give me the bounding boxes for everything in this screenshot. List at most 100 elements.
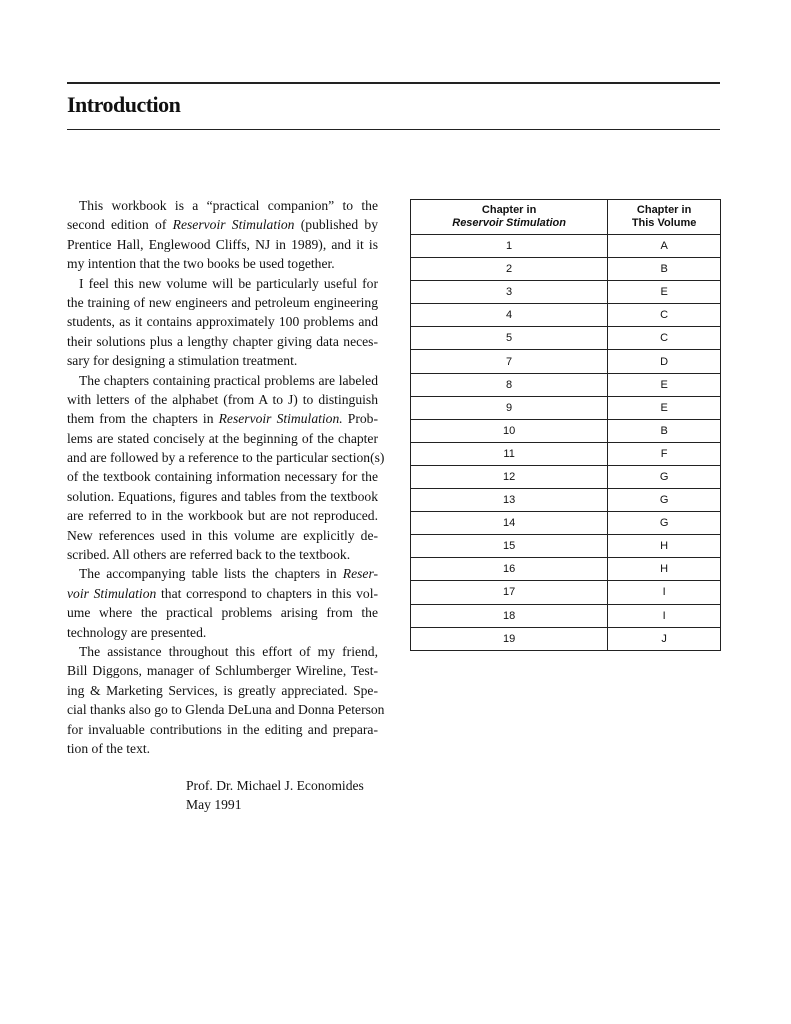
reservoir-stimulation-chapter: 4 <box>409 303 609 328</box>
chapter-correspondence-table: Chapter in Reservoir Stimulation Chapter … <box>409 199 721 651</box>
text-segment: The chapters containing practical proble… <box>79 372 378 388</box>
this-volume-chapter: H <box>607 557 721 582</box>
text-line: ing & Marketing Services, is greatly app… <box>67 681 378 700</box>
text-segment: solution. Equations, figures and tables … <box>67 488 378 504</box>
text-segment: and are followed by a reference to the p… <box>67 450 385 466</box>
text-line: cial thanks also go to Glenda DeLuna and… <box>67 700 384 719</box>
reservoir-stimulation-chapter: 17 <box>409 580 609 605</box>
text-line: their solutions plus a lengthy chapter g… <box>67 332 378 351</box>
this-volume-chapter: G <box>607 511 721 536</box>
text-segment: them from the chapters in <box>67 411 219 427</box>
text-line: New references used in this volume are e… <box>67 526 378 545</box>
table-row: 11 F <box>409 441 721 466</box>
reservoir-stimulation-chapter: 10 <box>409 418 609 443</box>
text-segment: I feel this new volume will be particula… <box>79 275 378 291</box>
text-line: students, as it contains approximately 1… <box>67 312 378 331</box>
text-line: scribed. All others are referred back to… <box>67 545 378 564</box>
text-segment: cial thanks also go to Glenda DeLuna and… <box>67 702 385 718</box>
text-line: them from the chapters in Reservoir Stim… <box>67 409 378 428</box>
text-segment: technology are presented. <box>67 624 207 640</box>
reservoir-stimulation-chapter: 9 <box>409 395 609 420</box>
header-line: Chapter in <box>636 204 692 216</box>
text-segment: The assistance throughout this effort of… <box>79 643 378 659</box>
text-line: I feel this new volume will be particula… <box>67 274 378 293</box>
italic-title: Reser- <box>342 566 378 582</box>
text-line: voir Stimulation that correspond to chap… <box>67 584 378 603</box>
text-line: lems are stated concisely at the beginni… <box>67 429 378 448</box>
text-line: ume where the practical problems arising… <box>67 603 378 622</box>
signature-date: May 1991 <box>186 797 242 813</box>
text-line: sary for designing a stimulation treatme… <box>67 351 378 370</box>
text-segment: the training of new engineers and petrol… <box>67 294 378 310</box>
text-segment: of the textbook containing information n… <box>67 469 378 485</box>
table-row: 13 G <box>409 488 721 513</box>
table-row: 15 H <box>409 534 721 559</box>
text-line: technology are presented. <box>67 623 378 642</box>
this-volume-chapter: F <box>607 441 721 466</box>
table-row: 17 I <box>409 580 721 605</box>
reservoir-stimulation-chapter: 19 <box>409 626 609 651</box>
text-line: my intention that the two books be used … <box>67 254 378 273</box>
page-title: Introduction <box>67 92 181 117</box>
table-row: 14 G <box>409 511 721 536</box>
reservoir-stimulation-chapter: 13 <box>409 488 609 513</box>
this-volume-chapter: G <box>607 488 721 513</box>
text-line: of the textbook containing information n… <box>67 467 378 486</box>
title-underline <box>67 129 720 130</box>
text-segment: Bill Diggons, manager of Schlumberger Wi… <box>67 663 378 679</box>
italic-title: Reservoir Stimulation. <box>218 411 343 427</box>
table-row: 18 I <box>409 603 721 628</box>
reservoir-stimulation-chapter: 1 <box>409 233 609 259</box>
text-segment: New references used in this volume are e… <box>67 527 378 543</box>
text-line: tion of the text. <box>67 739 378 758</box>
text-segment: are referred to in the workbook but are … <box>67 508 378 524</box>
this-volume-chapter: G <box>607 464 721 490</box>
text-line: Bill Diggons, manager of Schlumberger Wi… <box>67 661 378 680</box>
text-line: second edition of Reservoir Stimulation … <box>67 215 378 234</box>
this-volume-chapter: A <box>607 233 721 259</box>
this-volume-chapter: I <box>607 603 721 628</box>
reservoir-stimulation-chapter: 16 <box>409 557 609 582</box>
text-line: are referred to in the workbook but are … <box>67 506 378 525</box>
text-line: and are followed by a reference to the p… <box>67 448 384 467</box>
text-segment: with letters of the alphabet (from A to … <box>67 391 378 407</box>
text-line: The chapters containing practical proble… <box>67 371 378 390</box>
text-line: solution. Equations, figures and tables … <box>67 487 378 506</box>
text-line: The assistance throughout this effort of… <box>67 642 378 661</box>
this-volume-chapter: B <box>607 257 721 282</box>
italic-title: Reservoir Stimulation <box>172 217 295 233</box>
text-segment: their solutions plus a lengthy chapter g… <box>67 333 378 349</box>
reservoir-stimulation-chapter: 15 <box>409 534 609 559</box>
reservoir-stimulation-chapter: 8 <box>409 372 609 397</box>
reservoir-stimulation-chapter: 11 <box>409 441 609 466</box>
this-volume-chapter: E <box>607 372 721 397</box>
this-volume-chapter: C <box>607 303 721 328</box>
text-segment: second edition of <box>67 217 173 233</box>
text-line: The accompanying table lists the chapter… <box>67 564 378 583</box>
reservoir-stimulation-chapter: 12 <box>409 464 609 490</box>
text-segment: that correspond to chapters in this vol- <box>156 585 378 601</box>
text-line: for invaluable contributions in the edit… <box>67 720 378 739</box>
text-line: This workbook is a “practical companion”… <box>67 196 378 215</box>
text-line: with letters of the alphabet (from A to … <box>67 390 378 409</box>
reservoir-stimulation-chapter: 3 <box>409 280 609 305</box>
text-segment: The accompanying table lists the chapter… <box>79 566 343 582</box>
signature: Prof. Dr. Michael J. Economides May 1991 <box>186 776 364 815</box>
table-row: 10 B <box>409 418 721 443</box>
text-segment: scribed. All others are referred back to… <box>67 547 351 563</box>
this-volume-chapter: B <box>607 418 721 443</box>
header-line: Chapter in <box>481 204 537 216</box>
reservoir-stimulation-chapter: 14 <box>409 511 609 536</box>
text-segment: ing & Marketing Services, is greatly app… <box>67 682 378 698</box>
reservoir-stimulation-chapter: 2 <box>409 257 609 282</box>
reservoir-stimulation-chapter: 18 <box>409 603 609 628</box>
text-segment: Prentice Hall, Englewood Cliffs, NJ in 1… <box>67 236 378 252</box>
